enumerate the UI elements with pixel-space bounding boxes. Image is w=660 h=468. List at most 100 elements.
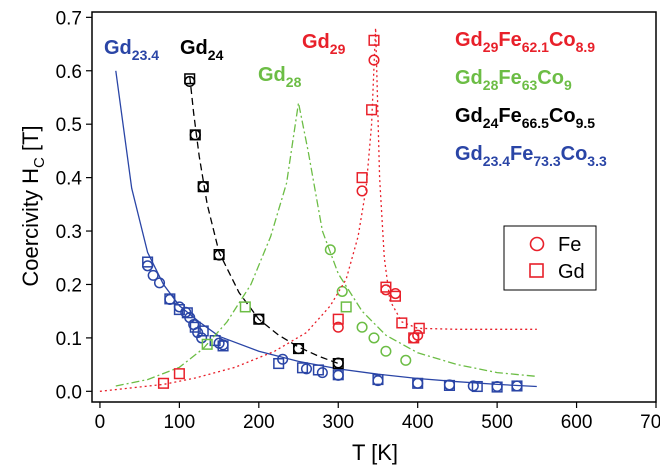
y-tick-label: 0.6 — [56, 62, 82, 83]
x-tick-label: 100 — [164, 412, 196, 433]
y-tick-label: 0.7 — [56, 8, 82, 29]
fe-data-point — [356, 321, 368, 333]
gd-data-point — [213, 248, 225, 261]
composition-label: Gd23.4Fe73.3Co3.3 — [455, 143, 607, 169]
legend-gd-marker — [529, 263, 544, 278]
y-tick-label: 0.5 — [56, 115, 82, 136]
fe-data-point — [368, 54, 380, 66]
gd-data-point — [181, 307, 193, 319]
fe-data-point — [491, 380, 503, 393]
legend-fe-marker — [529, 236, 545, 252]
gd-data-point — [312, 364, 324, 376]
gd-data-point — [340, 301, 352, 313]
y-tick-label: 0.3 — [56, 222, 82, 243]
composition-label: Gd28Fe63Co9 — [455, 67, 572, 93]
x-tick-label: 500 — [481, 412, 513, 433]
gd-data-point — [332, 313, 344, 325]
legend-fe-label: Fe — [558, 234, 581, 256]
gd-data-point — [217, 340, 229, 352]
y-axis-title: Coercivity HC [T] — [18, 125, 48, 286]
fe-data-point — [332, 357, 344, 369]
gd-data-point — [292, 343, 305, 355]
data-layer — [99, 27, 537, 393]
y-axis-title-main: Coercivity H — [18, 168, 43, 287]
composition-label: Gd29Fe62.1Co8.9 — [455, 29, 595, 55]
y-tick-label: 0.1 — [56, 329, 82, 350]
fe-data-point — [316, 367, 328, 379]
gd-data-point — [157, 377, 170, 389]
fe-data-point — [164, 293, 176, 305]
fe-data-point — [380, 345, 392, 357]
fe-data-point — [380, 284, 392, 296]
fit-curve — [189, 76, 339, 365]
fe-data-point — [142, 260, 154, 272]
composition-label: Gd24Fe66.5Co9.5 — [455, 105, 595, 131]
x-axis-title: T [K] — [352, 440, 398, 465]
fe-data-point — [300, 363, 313, 375]
y-axis-title-unit: [T] — [18, 125, 43, 157]
x-tick-label: 200 — [243, 412, 275, 433]
gd-data-point — [189, 129, 201, 141]
gd-data-point — [408, 332, 420, 344]
fe-data-point — [336, 285, 348, 297]
fit-curve — [115, 102, 537, 387]
fe-data-point — [389, 287, 401, 300]
gd-data-point — [396, 317, 408, 329]
y-tick-label: 0.4 — [56, 169, 83, 190]
composition-labels: Gd29Fe62.1Co8.9 Gd28Fe63Co9 Gd24Fe66.5Co9.… — [455, 29, 607, 169]
gd-data-point — [332, 369, 344, 381]
fe-data-point — [368, 332, 380, 344]
fe-data-point — [197, 181, 209, 193]
fe-data-point — [332, 369, 344, 381]
x-tick-label: 300 — [322, 412, 354, 433]
y-tick-label: 0.0 — [56, 382, 82, 403]
gd-data-point — [184, 73, 196, 85]
gd-data-point — [413, 322, 425, 334]
fe-data-point — [412, 377, 424, 389]
x-tick-label: 700 — [640, 412, 660, 433]
gd-data-point — [164, 293, 176, 305]
curve-label: Gd28 — [258, 64, 302, 90]
x-tick-label: 600 — [561, 412, 593, 433]
gd-data-point — [511, 380, 523, 392]
fit-curve — [99, 27, 537, 392]
gd-data-point — [356, 172, 368, 184]
gd-data-point — [142, 256, 154, 268]
gd-data-point — [197, 325, 209, 337]
gd-data-point — [332, 357, 344, 370]
gd-data-point — [189, 321, 201, 333]
gd-data-point — [173, 368, 185, 380]
axes-layer: 0 100 200 300 400 500 600 700 0.0 0.1 0.2 0.3 0.4 0.5… — [56, 8, 660, 433]
gd-data-point — [173, 304, 185, 316]
gd-data-point — [471, 380, 483, 393]
gd-data-point — [443, 379, 456, 391]
curve-label: Gd24 — [180, 37, 224, 63]
x-tick-label: 400 — [402, 412, 434, 433]
gd-data-point — [201, 338, 213, 350]
gd-data-point — [366, 104, 378, 116]
legend-box — [503, 225, 597, 291]
fe-data-point — [356, 185, 368, 197]
gd-data-point — [273, 357, 285, 370]
gd-data-point — [368, 34, 380, 46]
y-tick-label: 0.2 — [56, 275, 82, 296]
gd-data-point — [412, 377, 424, 389]
fe-data-point — [153, 277, 166, 289]
plot-frame — [91, 11, 657, 403]
fe-data-point — [147, 269, 159, 281]
fe-data-point — [400, 354, 412, 366]
gd-data-point — [389, 290, 401, 302]
fe-data-point — [324, 244, 336, 256]
legend: Fe Gd — [503, 225, 597, 291]
legend-gd-label: Gd — [558, 261, 585, 283]
gd-data-point — [491, 381, 503, 393]
gd-data-point — [239, 301, 251, 313]
curve-label: Gd29 — [302, 31, 346, 57]
y-axis-title-sub: C — [31, 157, 48, 168]
gd-data-point — [380, 281, 392, 293]
gd-data-point — [296, 362, 309, 374]
gd-data-point — [197, 181, 209, 193]
fe-data-point — [196, 332, 208, 344]
